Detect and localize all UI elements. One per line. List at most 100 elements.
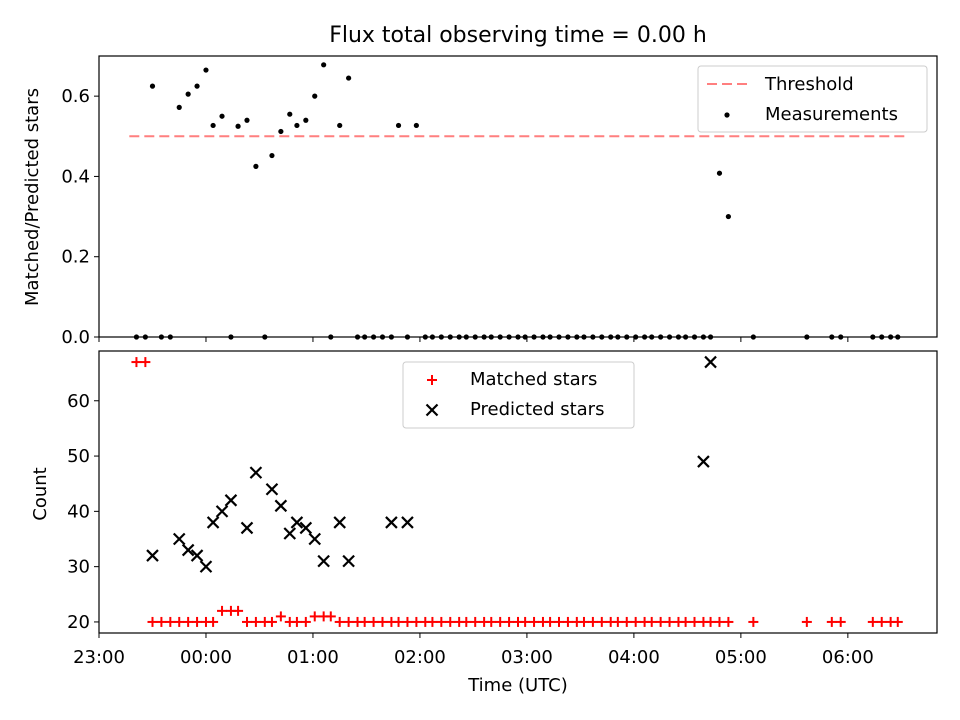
matched-star-point [233,605,244,616]
cross-b [333,516,346,529]
measurement-point [666,334,673,340]
measurement-point [294,122,300,129]
matched-star-point [241,616,252,627]
matched-star-point [689,616,700,627]
matched-star-point [630,616,641,627]
matched-star-point [612,616,623,627]
matched-star-point [147,616,158,627]
bottom-ytick-label: 30 [67,557,90,578]
measurement-point [167,334,173,340]
legend-matched-swatch [427,375,437,385]
cross-b [199,560,213,573]
measurement-point [346,75,352,81]
top-y-axis-label: Matched/Predicted stars [22,88,43,306]
matched-star-point [723,616,734,627]
predicted-star-point [265,482,279,496]
matched-star-point [402,616,413,627]
matched-star-point [470,616,481,627]
measurement-point [488,334,494,340]
top-ytick-label: 0.6 [61,86,90,107]
matched-star-point [217,605,228,616]
matched-star-point [165,616,176,627]
measurement-point [725,213,731,220]
bottom-xtick-label: 00:00 [180,647,232,668]
bottom-xtick-label: 04:00 [608,647,660,668]
measurement-point [547,334,553,340]
cross-b [401,516,414,529]
bottom-ytick-label: 40 [67,501,90,522]
measurement-point [870,334,876,340]
measurement-point [133,334,140,340]
measurement-point [581,334,587,340]
matched-star-point [545,616,556,627]
measurement-point [472,334,478,340]
cross-b [215,505,229,518]
measurement-point [447,334,453,340]
measurement-point [149,83,156,89]
measurement-point [497,334,503,340]
top-ytick-label: 0.4 [61,166,90,187]
predicted-star-point [240,521,254,535]
predicted-star-point [308,532,322,546]
predicted-star-point [215,505,229,518]
measurement-point [658,334,664,340]
matched-star-point [183,616,194,627]
matched-star-point [748,616,759,627]
predicted-star-point [146,549,159,562]
cross-b [146,549,159,562]
measurement-point [287,111,293,117]
matched-star-point [680,616,691,627]
matched-star-point [393,616,404,627]
predicted-star-point [385,516,398,529]
matched-star-point [867,616,878,627]
cross-b [190,549,204,562]
matched-star-point [368,616,379,627]
predicted-star-point [224,494,238,507]
predicted-star-point [249,466,263,479]
chart-title: Flux total observing time = 0.00 h [329,23,707,48]
matched-star-point [131,357,142,368]
matched-star-point [495,616,506,627]
matched-star-point [621,616,632,627]
measurement-point [312,93,318,99]
matched-star-point [309,611,320,622]
top-ytick-label: 0.0 [61,327,90,348]
measurement-point [691,334,698,340]
measurement-point [590,334,596,340]
matched-star-point [835,616,846,627]
measurement-point [649,334,655,340]
measurement-point [829,334,835,340]
bottom-legend: Matched stars Predicted stars [402,361,635,429]
cross-b [308,532,322,546]
matched-star-point [300,616,311,627]
measurement-point [565,334,571,340]
measurement-point [456,334,462,340]
measurement-point [888,334,894,340]
x-axis-label: Time (UTC) [467,675,568,696]
measurement-point [303,117,309,123]
matched-star-point [192,616,203,627]
cross-b [425,403,439,417]
measurement-point [337,122,343,129]
matched-star-point [705,616,716,627]
cross-b [317,554,330,568]
cross-b [224,494,238,507]
measurement-points [133,62,901,340]
measurement-point [624,334,630,340]
measurement-point [675,334,682,340]
measurement-point [244,117,250,123]
matched-star-point [156,616,167,627]
measurement-point [362,334,368,340]
measurement-point [235,123,241,129]
top-ytick-label: 0.2 [61,247,90,268]
measurement-point [531,334,537,340]
matched-star-point [445,616,456,627]
cross-b [290,516,304,529]
measurement-point [142,334,148,340]
bottom-axes-frame [98,350,938,634]
matched-star-point [529,616,540,627]
cross-b [342,554,355,568]
bottom-xtick-label: 03:00 [501,647,553,668]
predicted-star-point [181,543,195,557]
